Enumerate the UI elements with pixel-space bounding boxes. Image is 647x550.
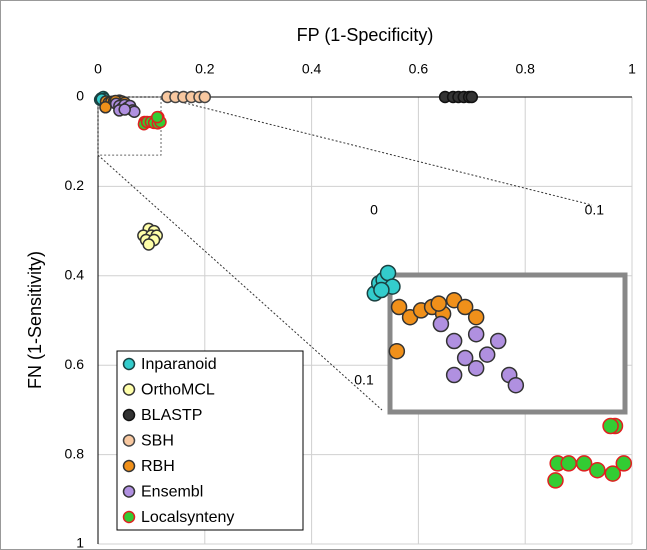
- inset-point: [602, 417, 619, 435]
- legend-label: OrthoMCL: [141, 382, 215, 399]
- y-tick-label: 0.4: [65, 267, 85, 283]
- inset-point: [489, 332, 507, 350]
- point: [118, 103, 131, 116]
- inset-point: [379, 264, 397, 282]
- legend-marker: [122, 485, 136, 498]
- inset-point: [589, 461, 606, 479]
- x-tick-label: 0.2: [195, 61, 215, 77]
- legend-label: Ensembl: [141, 484, 203, 501]
- legend-marker: [122, 408, 136, 422]
- legend-label: Inparanoid: [141, 356, 217, 373]
- legend-marker: [122, 357, 136, 371]
- point: [465, 90, 479, 104]
- legend-label: RBH: [141, 458, 175, 475]
- y-tick-label: 0.6: [65, 356, 85, 372]
- inset-point: [467, 325, 485, 343]
- zoom-connector: [160, 96, 593, 206]
- inset-point: [615, 455, 633, 472]
- legend-label: Localsynteny: [141, 509, 234, 526]
- x-tick-label: 0.6: [409, 61, 429, 77]
- inset-point: [445, 332, 463, 350]
- inset-point: [445, 366, 463, 384]
- inset-point: [430, 295, 447, 312]
- point: [99, 101, 112, 114]
- legend-marker: [122, 383, 136, 396]
- inset-point: [456, 349, 474, 367]
- inset-frame: [387, 272, 628, 415]
- legend-label: BLASTP: [141, 407, 202, 424]
- y-tick-label: 1: [76, 535, 84, 550]
- inset-point: [575, 455, 593, 472]
- inset-x-tick-label: 0: [370, 202, 378, 218]
- inset-x-tick-label: 0.1: [585, 202, 605, 218]
- inset-point: [560, 455, 577, 472]
- x-axis-title: FP (1-Specificity): [297, 25, 434, 45]
- inset-point: [507, 376, 525, 394]
- legend-marker: [122, 434, 136, 447]
- y-axis-title: FN (1-Sensitivity): [25, 251, 45, 389]
- x-tick-label: 0.4: [302, 61, 322, 77]
- inset-point: [478, 346, 496, 363]
- y-tick-label: 0.2: [65, 177, 85, 193]
- x-tick-label: 1: [628, 61, 636, 77]
- inset-point: [604, 465, 622, 482]
- y-tick-label: 0: [76, 88, 84, 104]
- legend-marker: [122, 510, 136, 524]
- point: [142, 238, 155, 251]
- inset-point: [456, 298, 474, 316]
- inset-point: [388, 342, 406, 360]
- point: [151, 110, 164, 124]
- inset-point: [373, 281, 390, 299]
- inset-point: [547, 472, 564, 489]
- y-tick-label: 0.8: [65, 445, 85, 461]
- legend-marker: [122, 459, 136, 473]
- inset-point: [390, 298, 408, 316]
- inset-y-tick-label: 0.1: [354, 372, 374, 388]
- point: [198, 90, 212, 104]
- x-tick-label: 0: [94, 61, 102, 77]
- legend-label: SBH: [141, 433, 174, 450]
- inset-point: [467, 359, 485, 377]
- x-tick-label: 0.8: [515, 61, 535, 77]
- inset-point: [467, 308, 485, 326]
- legend: [116, 350, 304, 531]
- inset-point: [432, 315, 450, 333]
